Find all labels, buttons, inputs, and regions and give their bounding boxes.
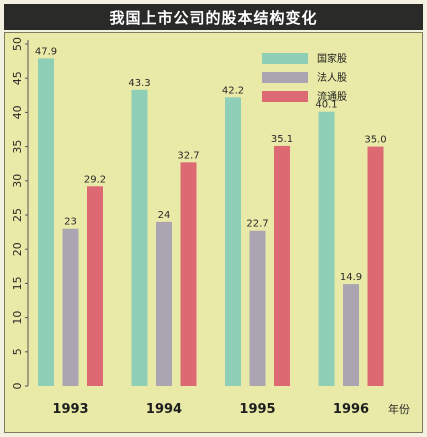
bar-value-label: 42.2: [222, 85, 244, 96]
bar-value-label: 40.1: [315, 100, 337, 111]
bar: [225, 97, 241, 387]
y-tick-label: 25: [11, 208, 24, 222]
y-tick-label: 50: [11, 37, 24, 51]
legend-swatch: [262, 53, 308, 64]
bar-value-label: 29.2: [84, 174, 106, 185]
y-tick-label: 45: [11, 71, 24, 85]
bar: [180, 162, 197, 386]
bar-value-label: 23: [64, 217, 77, 228]
x-unit-label: 年份: [388, 402, 410, 416]
bar: [274, 145, 290, 386]
y-tick-label: 5: [11, 348, 24, 355]
bar: [367, 146, 384, 386]
legend-label: 流通股: [317, 90, 347, 103]
bar: [318, 111, 335, 386]
bar: [131, 89, 148, 386]
bar-value-label: 22.7: [246, 219, 268, 230]
legend-swatch: [262, 72, 308, 83]
bar-value-label: 14.9: [340, 272, 362, 283]
bar-value-label: 43.3: [128, 78, 150, 89]
bar-value-label: 24: [158, 210, 171, 221]
x-category-label: 1993: [52, 402, 88, 417]
x-category-label: 1995: [239, 402, 275, 417]
bar-value-label: 32.7: [177, 150, 199, 161]
bar-value-label: 35.1: [271, 134, 293, 145]
x-category-label: 1994: [146, 402, 182, 417]
bar: [87, 186, 103, 386]
bar-value-label: 47.9: [35, 46, 57, 57]
bar: [62, 228, 79, 386]
legend-label: 国家股: [317, 52, 347, 65]
x-category-label: 1996: [333, 402, 369, 417]
y-tick-label: 30: [11, 174, 24, 188]
y-tick-label: 10: [11, 311, 24, 325]
bar: [156, 221, 172, 386]
bar: [249, 230, 266, 386]
bar: [343, 284, 359, 386]
legend-label: 法人股: [317, 71, 347, 84]
chart-title: 我国上市公司的股本结构变化: [109, 8, 318, 27]
legend-swatch: [262, 91, 308, 102]
y-tick-label: 35: [11, 140, 24, 154]
y-tick-label: 40: [11, 105, 24, 119]
y-tick-label: 0: [11, 383, 24, 390]
y-tick-label: 15: [11, 276, 24, 290]
bar: [38, 58, 54, 386]
bar-value-label: 35.0: [364, 135, 386, 146]
title-bar: 我国上市公司的股本结构变化: [4, 4, 423, 30]
y-tick-label: 20: [11, 242, 24, 256]
